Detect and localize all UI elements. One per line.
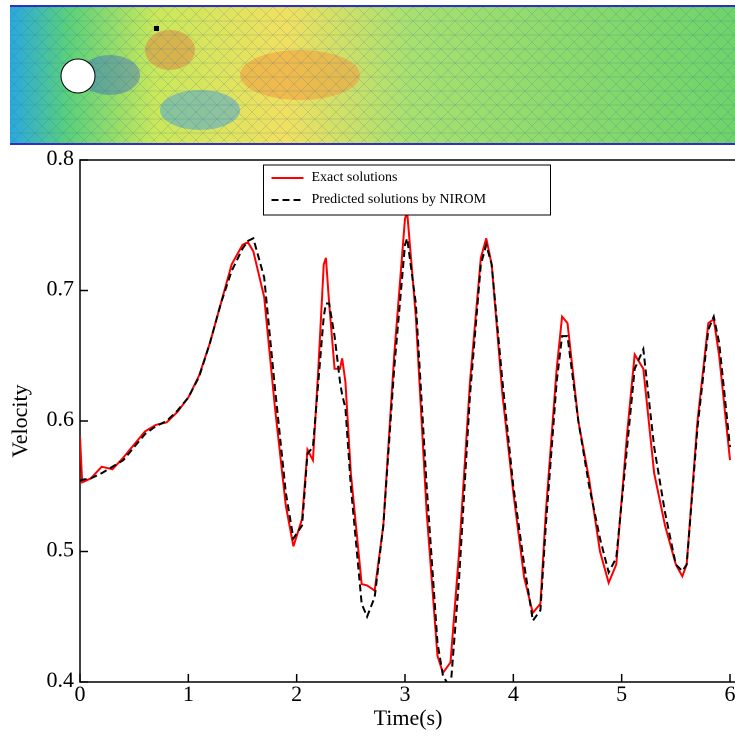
y-tick-label: 0.4 — [47, 667, 75, 692]
x-tick-label: 4 — [508, 681, 519, 706]
y-tick-label: 0.5 — [47, 537, 75, 562]
legend-label: Exact solutions — [312, 170, 398, 185]
x-axis-label: Time(s) — [374, 705, 443, 730]
series-line — [80, 211, 731, 676]
x-tick-label: 5 — [616, 681, 627, 706]
x-tick-label: 0 — [75, 681, 86, 706]
legend-box — [263, 164, 551, 216]
y-axis-label: Velocity — [7, 384, 32, 457]
plot-frame — [79, 159, 735, 683]
series-line — [80, 236, 731, 682]
x-tick-label: 3 — [400, 681, 411, 706]
y-tick-label: 0.6 — [47, 406, 75, 431]
mesh-image — [10, 5, 735, 145]
x-tick-label: 2 — [291, 681, 302, 706]
x-tick-label: 6 — [725, 681, 735, 706]
legend-label: Predicted solutions by NIROM — [312, 192, 487, 207]
y-tick-label: 0.8 — [47, 145, 75, 170]
y-tick-label: 0.7 — [47, 276, 75, 301]
plot-area — [80, 211, 731, 682]
x-tick-label: 1 — [183, 681, 194, 706]
